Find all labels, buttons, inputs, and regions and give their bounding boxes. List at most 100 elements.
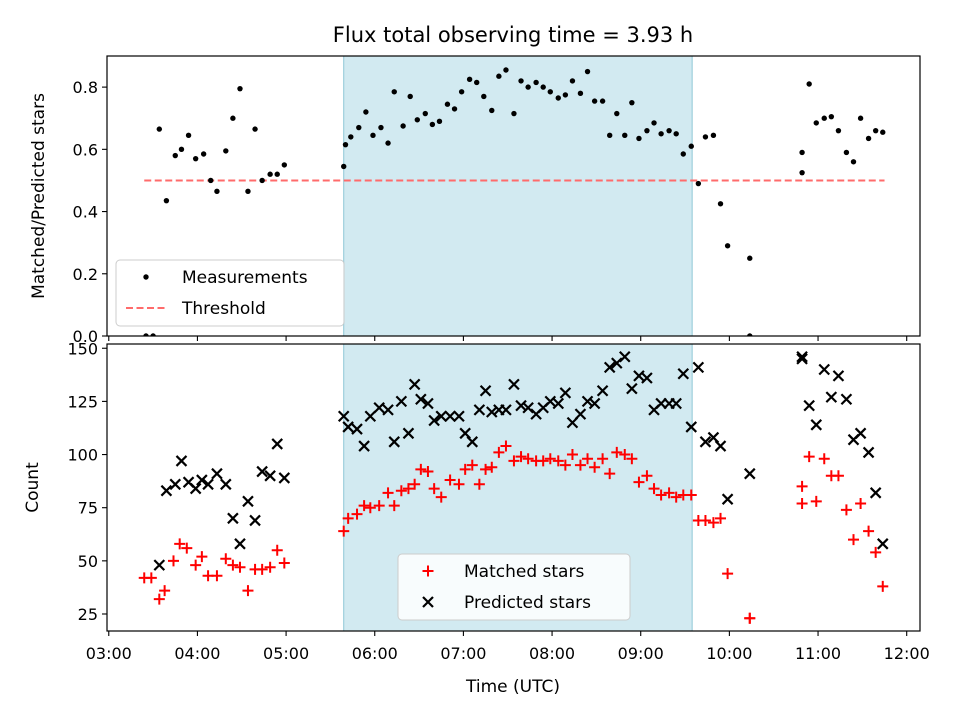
matched-star-point (508, 455, 520, 467)
predicted-star-point (175, 455, 188, 467)
bottom-axes-counts: 25 50 75 100 125 150 03:00 04:00 05:00 06:00 07:00… (23, 339, 930, 663)
matched-star-point (537, 455, 549, 467)
measurement-point (414, 117, 421, 123)
measurement-point (150, 333, 156, 336)
predicted-star-point (234, 538, 246, 550)
measurement-point (880, 129, 886, 135)
matched-star-point (227, 559, 239, 571)
measurement-point (622, 132, 628, 139)
matched-star-point (574, 459, 586, 471)
predicted-star-point (633, 370, 645, 382)
matched-star-point (422, 466, 434, 478)
matched-star-point (641, 470, 653, 482)
x-tick-label: 06:00 (352, 644, 398, 663)
predicted-star-point (818, 363, 831, 376)
measurement-point (385, 140, 391, 146)
top-plot-layer (143, 67, 886, 336)
matched-star-point (818, 453, 830, 465)
predicted-star-point (840, 393, 853, 406)
measurement-point (525, 84, 531, 90)
measurement-point (489, 107, 495, 114)
predicted-star-point (453, 410, 465, 423)
predicted-star-point (358, 440, 370, 452)
predicted-star-point (160, 484, 173, 497)
x-tick-label: 05:00 (263, 644, 309, 663)
measurement-point (185, 132, 192, 139)
bottom-y-tick-label: 100 (67, 446, 98, 465)
top-legend-box (115, 259, 345, 327)
predicted-star-point (415, 393, 427, 406)
bottom-axes-frame (106, 343, 921, 632)
matched-star-point (515, 451, 527, 463)
matched-star-point (559, 459, 571, 471)
x-tick-label: 12:00 (884, 644, 930, 663)
matched-star-point (382, 487, 394, 499)
predicted-star-point (211, 467, 223, 480)
matched-star-point (633, 476, 645, 488)
matched-star-point (582, 453, 594, 465)
predicted-star-point (395, 395, 408, 408)
matched-star-point (358, 500, 370, 512)
measurement-point (673, 131, 679, 137)
matched-star-point (415, 463, 427, 475)
predicted-star-point (796, 353, 808, 365)
measurement-point (710, 132, 717, 139)
matched-star-point (402, 483, 414, 495)
predicted-star-point (825, 391, 838, 403)
predicted-star-point (670, 397, 682, 410)
bottom-y-tick-label: 125 (67, 392, 98, 411)
predicted-star-point (422, 397, 434, 410)
matched-star-point (486, 461, 498, 473)
predicted-star-point (677, 367, 690, 380)
measurement-point (274, 171, 280, 177)
matched-star-point (435, 491, 447, 503)
measurement-point (872, 127, 879, 134)
predicted-star-point (626, 382, 638, 395)
predicted-star-point (574, 408, 587, 420)
matched-star-point (190, 559, 202, 571)
measurement-point (223, 148, 229, 154)
measurement-point (267, 171, 273, 177)
top-axes-frame (106, 55, 921, 337)
legend-threshold-label: Threshold (181, 299, 266, 319)
top-y-tick-label: 0.0 (73, 327, 98, 346)
measurement-point (695, 180, 702, 187)
matched-star-point (364, 502, 376, 514)
measurement-point (828, 113, 835, 120)
matched-star-point (159, 585, 171, 597)
matched-star-point (840, 504, 852, 516)
matched-star-point (663, 487, 675, 499)
measurement-point (577, 90, 584, 97)
bottom-y-tick-label: 150 (67, 339, 98, 358)
measurement-point (636, 135, 642, 142)
measurement-point (540, 84, 546, 90)
predicted-star-point (466, 436, 479, 448)
predicted-star-point (522, 402, 534, 414)
bottom-plot-layer (138, 350, 889, 624)
matched-star-point (145, 572, 157, 584)
x-tick-label: 09:00 (618, 644, 664, 663)
matched-star-point (338, 525, 350, 537)
predicted-star-point (810, 419, 823, 431)
measurement-point (341, 163, 347, 170)
matched-star-point (863, 525, 875, 537)
matched-star-point (466, 459, 478, 471)
matched-star-point (459, 463, 471, 475)
predicted-star-point (869, 487, 882, 499)
legend-predicted-stars-marker (422, 596, 434, 608)
matched-star-point (278, 557, 290, 569)
predicted-star-point (714, 440, 727, 452)
matched-star-point (473, 478, 485, 490)
measurement-point (245, 188, 251, 195)
measurement-point (156, 126, 163, 132)
matched-star-point (810, 495, 822, 507)
matched-star-point (832, 470, 844, 482)
measurement-point (629, 99, 635, 106)
matched-star-point (256, 563, 268, 575)
matched-star-point (480, 463, 492, 475)
x-tick-label: 08:00 (529, 644, 575, 663)
measurement-point (644, 127, 650, 134)
bottom-y-axis-label: Count (23, 462, 43, 513)
measurement-point (606, 132, 613, 139)
measurement-point (562, 92, 569, 98)
